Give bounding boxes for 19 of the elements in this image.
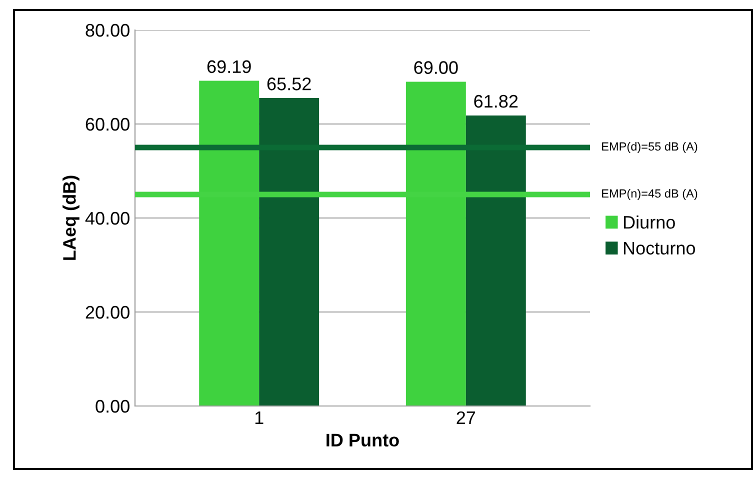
y-axis-title: LAeq (dB) xyxy=(62,176,80,260)
data-label: 61.82 xyxy=(474,94,518,108)
x-axis-title: ID Punto xyxy=(326,434,399,447)
ref-line-label: EMP(d)=55 dB (A) xyxy=(602,142,698,153)
legend-label: Diurno xyxy=(624,215,675,229)
x-tick-label: 1 xyxy=(255,412,264,424)
x-tick-label: 27 xyxy=(456,411,476,424)
legend-label: Nocturno xyxy=(624,242,696,255)
y-tick-label: 20.00 xyxy=(86,306,130,319)
y-tick-label: 60.00 xyxy=(86,118,130,131)
bar xyxy=(466,115,526,406)
y-tick-label: 0.00 xyxy=(96,400,130,413)
data-label: 69.00 xyxy=(414,61,458,74)
data-label: 65.52 xyxy=(267,78,311,90)
data-label: 69.19 xyxy=(207,60,251,74)
bar xyxy=(259,98,320,406)
y-tick-label: 40.00 xyxy=(85,212,130,225)
y-tick-label: 80.00 xyxy=(86,24,130,37)
ref-line-label: EMP(n)=45 dB (A) xyxy=(602,188,698,200)
